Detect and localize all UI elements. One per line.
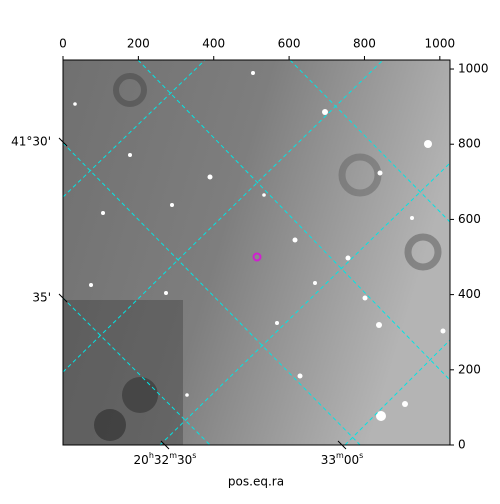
ra-grid-line [63,60,384,373]
x-tick-label: 0 [59,37,67,51]
x-tick-label: 200 [127,37,150,51]
ra-tick-label: 33m00s [321,451,364,467]
plot-frame [62,59,451,446]
y-tick-label: 400 [458,287,481,301]
x-tick-label: 600 [278,37,301,51]
ra-grid-line [159,162,450,445]
x-tick-label: 1000 [425,37,456,51]
ra-grid-line [344,339,450,445]
ra-tick [337,440,347,450]
ra-grid-line [63,60,206,198]
source-marker [252,252,262,262]
dec-tick-label: 41°30' [11,135,51,149]
coordinate-grid [63,60,450,445]
x-tick-label: 400 [202,37,225,51]
dec-grid-line [63,297,211,445]
dec-tick-label: 35' [32,291,51,305]
dec-tick [58,137,68,147]
x-tick-label: 800 [353,37,376,51]
y-tick-label: 1000 [458,62,489,76]
dec-tick [58,293,68,303]
dec-grid-line [63,142,361,445]
dec-grid-line [137,60,450,381]
y-tick-label: 800 [458,137,481,151]
y-tick-label: 200 [458,362,481,376]
ra-tick [160,440,170,450]
ra-tick-label: 20h32m30s [134,451,197,467]
y-tick-label: 0 [458,438,466,452]
y-tick-label: 600 [458,212,481,226]
sky-image [63,60,450,445]
x-axis-label: pos.eq.ra [228,475,284,489]
dec-grid-line [289,60,450,223]
